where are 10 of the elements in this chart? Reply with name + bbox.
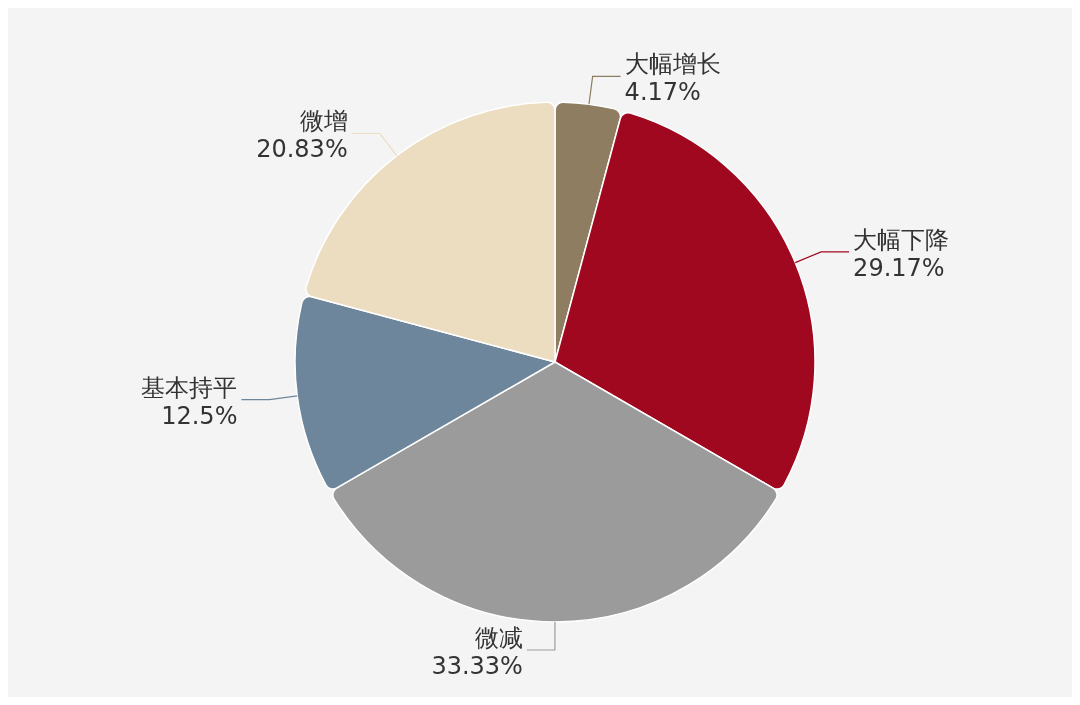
data-label: 12.5% (161, 401, 238, 430)
slice-label: 基本持平 (141, 373, 238, 402)
slice-label: 微减 (474, 624, 523, 652)
slice-label: 大幅下降 (853, 225, 950, 254)
data-label: 29.17% (853, 253, 945, 282)
slice-label: 微增 (299, 107, 348, 136)
slice-label: 大幅增长 (624, 50, 721, 79)
data-label: 33.33% (431, 652, 523, 680)
data-label: 4.17% (624, 78, 701, 107)
data-label: 20.83% (256, 135, 348, 164)
